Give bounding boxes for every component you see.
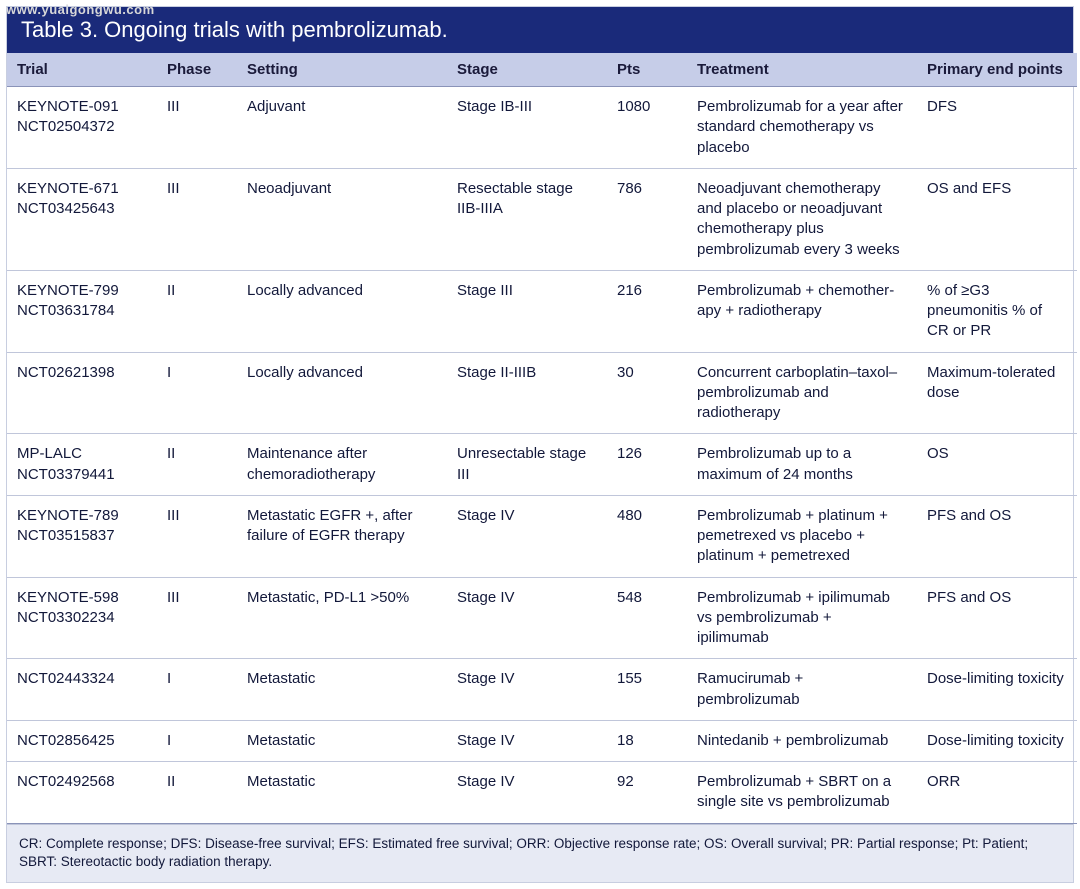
- table-cell: KEYNOTE-091 NCT02504372: [7, 87, 157, 169]
- table-cell: 92: [607, 762, 687, 824]
- table-cell: NCT02621398: [7, 352, 157, 434]
- watermark-text: www.yuaigongwu.com: [6, 2, 155, 17]
- table-cell: Neoadjuvant chemotherapy and placebo or …: [687, 168, 917, 270]
- table-cell: NCT02856425: [7, 720, 157, 761]
- table-cell: DFS: [917, 87, 1077, 169]
- table-cell: Dose-limiting toxicity: [917, 659, 1077, 721]
- table-row: KEYNOTE-671 NCT03425643IIINeoadjuvantRes…: [7, 168, 1077, 270]
- table-cell: 126: [607, 434, 687, 496]
- table-cell: Pembrolizumab + chemother­apy + radiothe…: [687, 270, 917, 352]
- table-cell: Concurrent carboplatin–taxol–pembrolizum…: [687, 352, 917, 434]
- table-cell: Pembrolizumab up to a maximum of 24 mont…: [687, 434, 917, 496]
- table-cell: Unresectable stage III: [447, 434, 607, 496]
- table-cell: KEYNOTE-789 NCT03515837: [7, 495, 157, 577]
- table-cell: KEYNOTE-598 NCT03302234: [7, 577, 157, 659]
- table-cell: Pembrolizumab for a year after standard …: [687, 87, 917, 169]
- table-cell: Dose-limiting toxicity: [917, 720, 1077, 761]
- table-cell: Metastatic: [237, 762, 447, 824]
- table-cell: ORR: [917, 762, 1077, 824]
- table-cell: 1080: [607, 87, 687, 169]
- table-row: KEYNOTE-598 NCT03302234IIIMetastatic, PD…: [7, 577, 1077, 659]
- table-cell: Metastatic, PD-L1 >50%: [237, 577, 447, 659]
- table-cell: PFS and OS: [917, 495, 1077, 577]
- table-cell: KEYNOTE-799 NCT03631784: [7, 270, 157, 352]
- table-cell: NCT02443324: [7, 659, 157, 721]
- table-cell: 786: [607, 168, 687, 270]
- table-row: NCT02621398ILocally advancedStage II-III…: [7, 352, 1077, 434]
- table-row: NCT02856425IMetastaticStage IV18Nintedan…: [7, 720, 1077, 761]
- table-cell: 30: [607, 352, 687, 434]
- table-row: KEYNOTE-799 NCT03631784IILocally advance…: [7, 270, 1077, 352]
- table-cell: III: [157, 168, 237, 270]
- table-cell: Maximum-tolerated dose: [917, 352, 1077, 434]
- table-cell: Stage IB-III: [447, 87, 607, 169]
- table-cell: MP-LALC NCT03379441: [7, 434, 157, 496]
- table-cell: Adjuvant: [237, 87, 447, 169]
- table-cell: Maintenance after chemoradiotherapy: [237, 434, 447, 496]
- table-header-row: Trial Phase Setting Stage Pts Treatment …: [7, 53, 1077, 87]
- col-treatment: Treatment: [687, 53, 917, 87]
- table-row: MP-LALC NCT03379441IIMaintenance after c…: [7, 434, 1077, 496]
- table-cell: I: [157, 720, 237, 761]
- table-cell: Pembrolizumab + SBRT on a single site vs…: [687, 762, 917, 824]
- table-cell: II: [157, 270, 237, 352]
- table-cell: OS: [917, 434, 1077, 496]
- col-stage: Stage: [447, 53, 607, 87]
- table-cell: NCT02492568: [7, 762, 157, 824]
- trials-table: Trial Phase Setting Stage Pts Treatment …: [7, 53, 1077, 824]
- table-cell: Stage II-IIIB: [447, 352, 607, 434]
- table-cell: OS and EFS: [917, 168, 1077, 270]
- col-trial: Trial: [7, 53, 157, 87]
- table-cell: Ramucirumab + pembrolizumab: [687, 659, 917, 721]
- table-cell: Metastatic: [237, 659, 447, 721]
- table-body: KEYNOTE-091 NCT02504372IIIAdjuvantStage …: [7, 87, 1077, 824]
- table-cell: 155: [607, 659, 687, 721]
- table-cell: Nintedanib + pembrolizumab: [687, 720, 917, 761]
- table-cell: Stage IV: [447, 659, 607, 721]
- table-cell: Stage IV: [447, 577, 607, 659]
- table-cell: Metastatic: [237, 720, 447, 761]
- table-cell: III: [157, 87, 237, 169]
- trials-table-container: Table 3. Ongoing trials with pembrolizum…: [6, 6, 1074, 883]
- table-cell: Stage IV: [447, 762, 607, 824]
- table-cell: KEYNOTE-671 NCT03425643: [7, 168, 157, 270]
- table-cell: Metastatic EGFR +, after failure of EGFR…: [237, 495, 447, 577]
- table-cell: II: [157, 762, 237, 824]
- table-cell: 216: [607, 270, 687, 352]
- table-cell: III: [157, 577, 237, 659]
- col-pts: Pts: [607, 53, 687, 87]
- table-cell: 548: [607, 577, 687, 659]
- table-row: NCT02492568IIMetastaticStage IV92Pembrol…: [7, 762, 1077, 824]
- table-cell: Neoadjuvant: [237, 168, 447, 270]
- table-cell: 480: [607, 495, 687, 577]
- table-cell: Stage IV: [447, 495, 607, 577]
- table-cell: Stage III: [447, 270, 607, 352]
- table-cell: Stage IV: [447, 720, 607, 761]
- table-row: KEYNOTE-091 NCT02504372IIIAdjuvantStage …: [7, 87, 1077, 169]
- table-row: NCT02443324IMetastaticStage IV155Ramucir…: [7, 659, 1077, 721]
- table-cell: 18: [607, 720, 687, 761]
- table-cell: Resectable stage IIB-IIIA: [447, 168, 607, 270]
- table-cell: % of ≥G3 pneumonitis % of CR or PR: [917, 270, 1077, 352]
- table-title: Table 3. Ongoing trials with pembrolizum…: [7, 7, 1073, 53]
- table-cell: Locally advanced: [237, 270, 447, 352]
- table-cell: PFS and OS: [917, 577, 1077, 659]
- table-cell: I: [157, 659, 237, 721]
- table-cell: Locally advanced: [237, 352, 447, 434]
- col-phase: Phase: [157, 53, 237, 87]
- table-row: KEYNOTE-789 NCT03515837IIIMetastatic EGF…: [7, 495, 1077, 577]
- table-cell: I: [157, 352, 237, 434]
- col-setting: Setting: [237, 53, 447, 87]
- table-cell: III: [157, 495, 237, 577]
- table-cell: II: [157, 434, 237, 496]
- table-cell: Pembrolizumab + plat­inum + pemetrexed v…: [687, 495, 917, 577]
- col-primary: Primary end points: [917, 53, 1077, 87]
- table-footnote: CR: Complete response; DFS: Disease-free…: [7, 824, 1073, 883]
- table-cell: Pembrolizumab + ipilimumab vs pembrolizu…: [687, 577, 917, 659]
